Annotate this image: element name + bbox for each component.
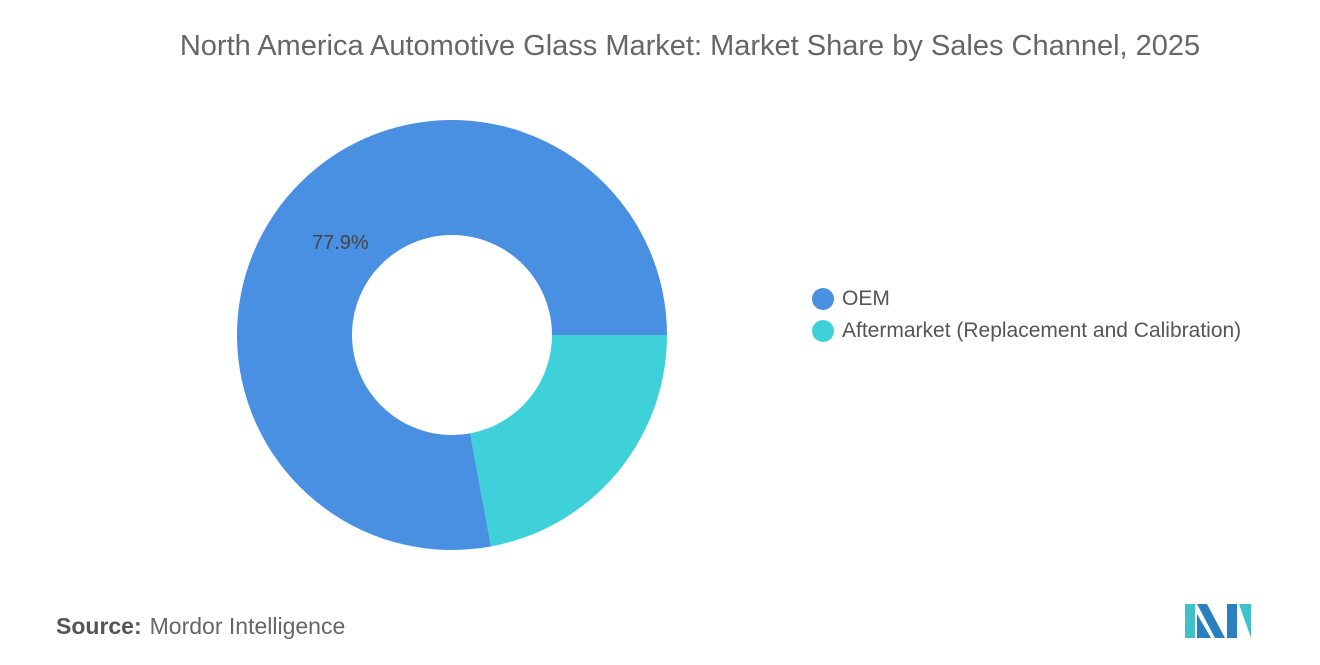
legend-swatch-icon [812,320,834,342]
legend-swatch-icon [812,288,834,310]
source-note: Source: Mordor Intelligence [56,613,345,640]
slice-oem [236,119,667,550]
legend-item-aftermarket: Aftermarket (Replacement and Calibration… [812,315,1241,347]
legend-label: Aftermarket (Replacement and Calibration… [842,319,1242,342]
source-value: Mordor Intelligence [149,613,346,639]
data-label-oem: 77.9% [312,232,369,254]
mordor-logo-icon [1185,604,1251,638]
legend: OEM Aftermarket (Replacement and Calibra… [812,283,1241,347]
chart-title: North America Automotive Glass Market: M… [179,30,1201,62]
legend-label: OEM [842,287,890,310]
slice-aftermarket [470,335,667,547]
legend-item-oem: OEM [812,283,1241,315]
source-label: Source: [56,613,142,639]
